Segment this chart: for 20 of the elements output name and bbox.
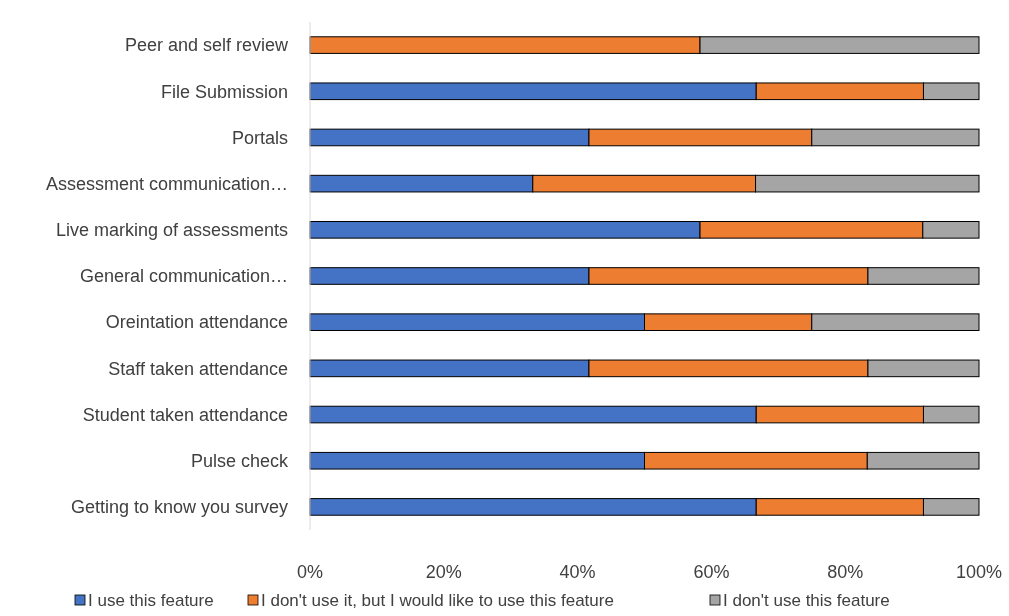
legend-label: I don't use this feature xyxy=(723,591,890,610)
y-tick-label: Portals xyxy=(231,127,288,148)
legend-label: I don't use it, but I would like to use this feature xyxy=(261,591,614,610)
y-tick-label: Peer and self review xyxy=(124,35,289,56)
y-tick-label: General communication… xyxy=(79,266,288,287)
x-tick-label: 80% xyxy=(827,562,864,582)
x-tick-label: 100% xyxy=(955,562,1003,582)
x-tick-label: 40% xyxy=(559,562,596,582)
y-tick-label: Getting to know you survey xyxy=(70,497,288,518)
y-tick-label: Student taken attendance xyxy=(82,404,288,425)
x-tick-label: 0% xyxy=(296,562,324,582)
y-tick-label: Assessment communication… xyxy=(45,173,288,194)
x-tick-label: 20% xyxy=(425,562,462,582)
legend-label: I use this feature xyxy=(88,591,214,610)
y-tick-label: Staff taken attendance xyxy=(108,358,288,379)
y-tick-label: Oreintation attendance xyxy=(105,312,288,333)
x-tick-label: 60% xyxy=(693,562,730,582)
y-tick-label: Pulse check xyxy=(190,451,289,472)
y-tick-label: File Submission xyxy=(160,81,288,102)
y-tick-label: Live marking of assessments xyxy=(55,220,288,241)
